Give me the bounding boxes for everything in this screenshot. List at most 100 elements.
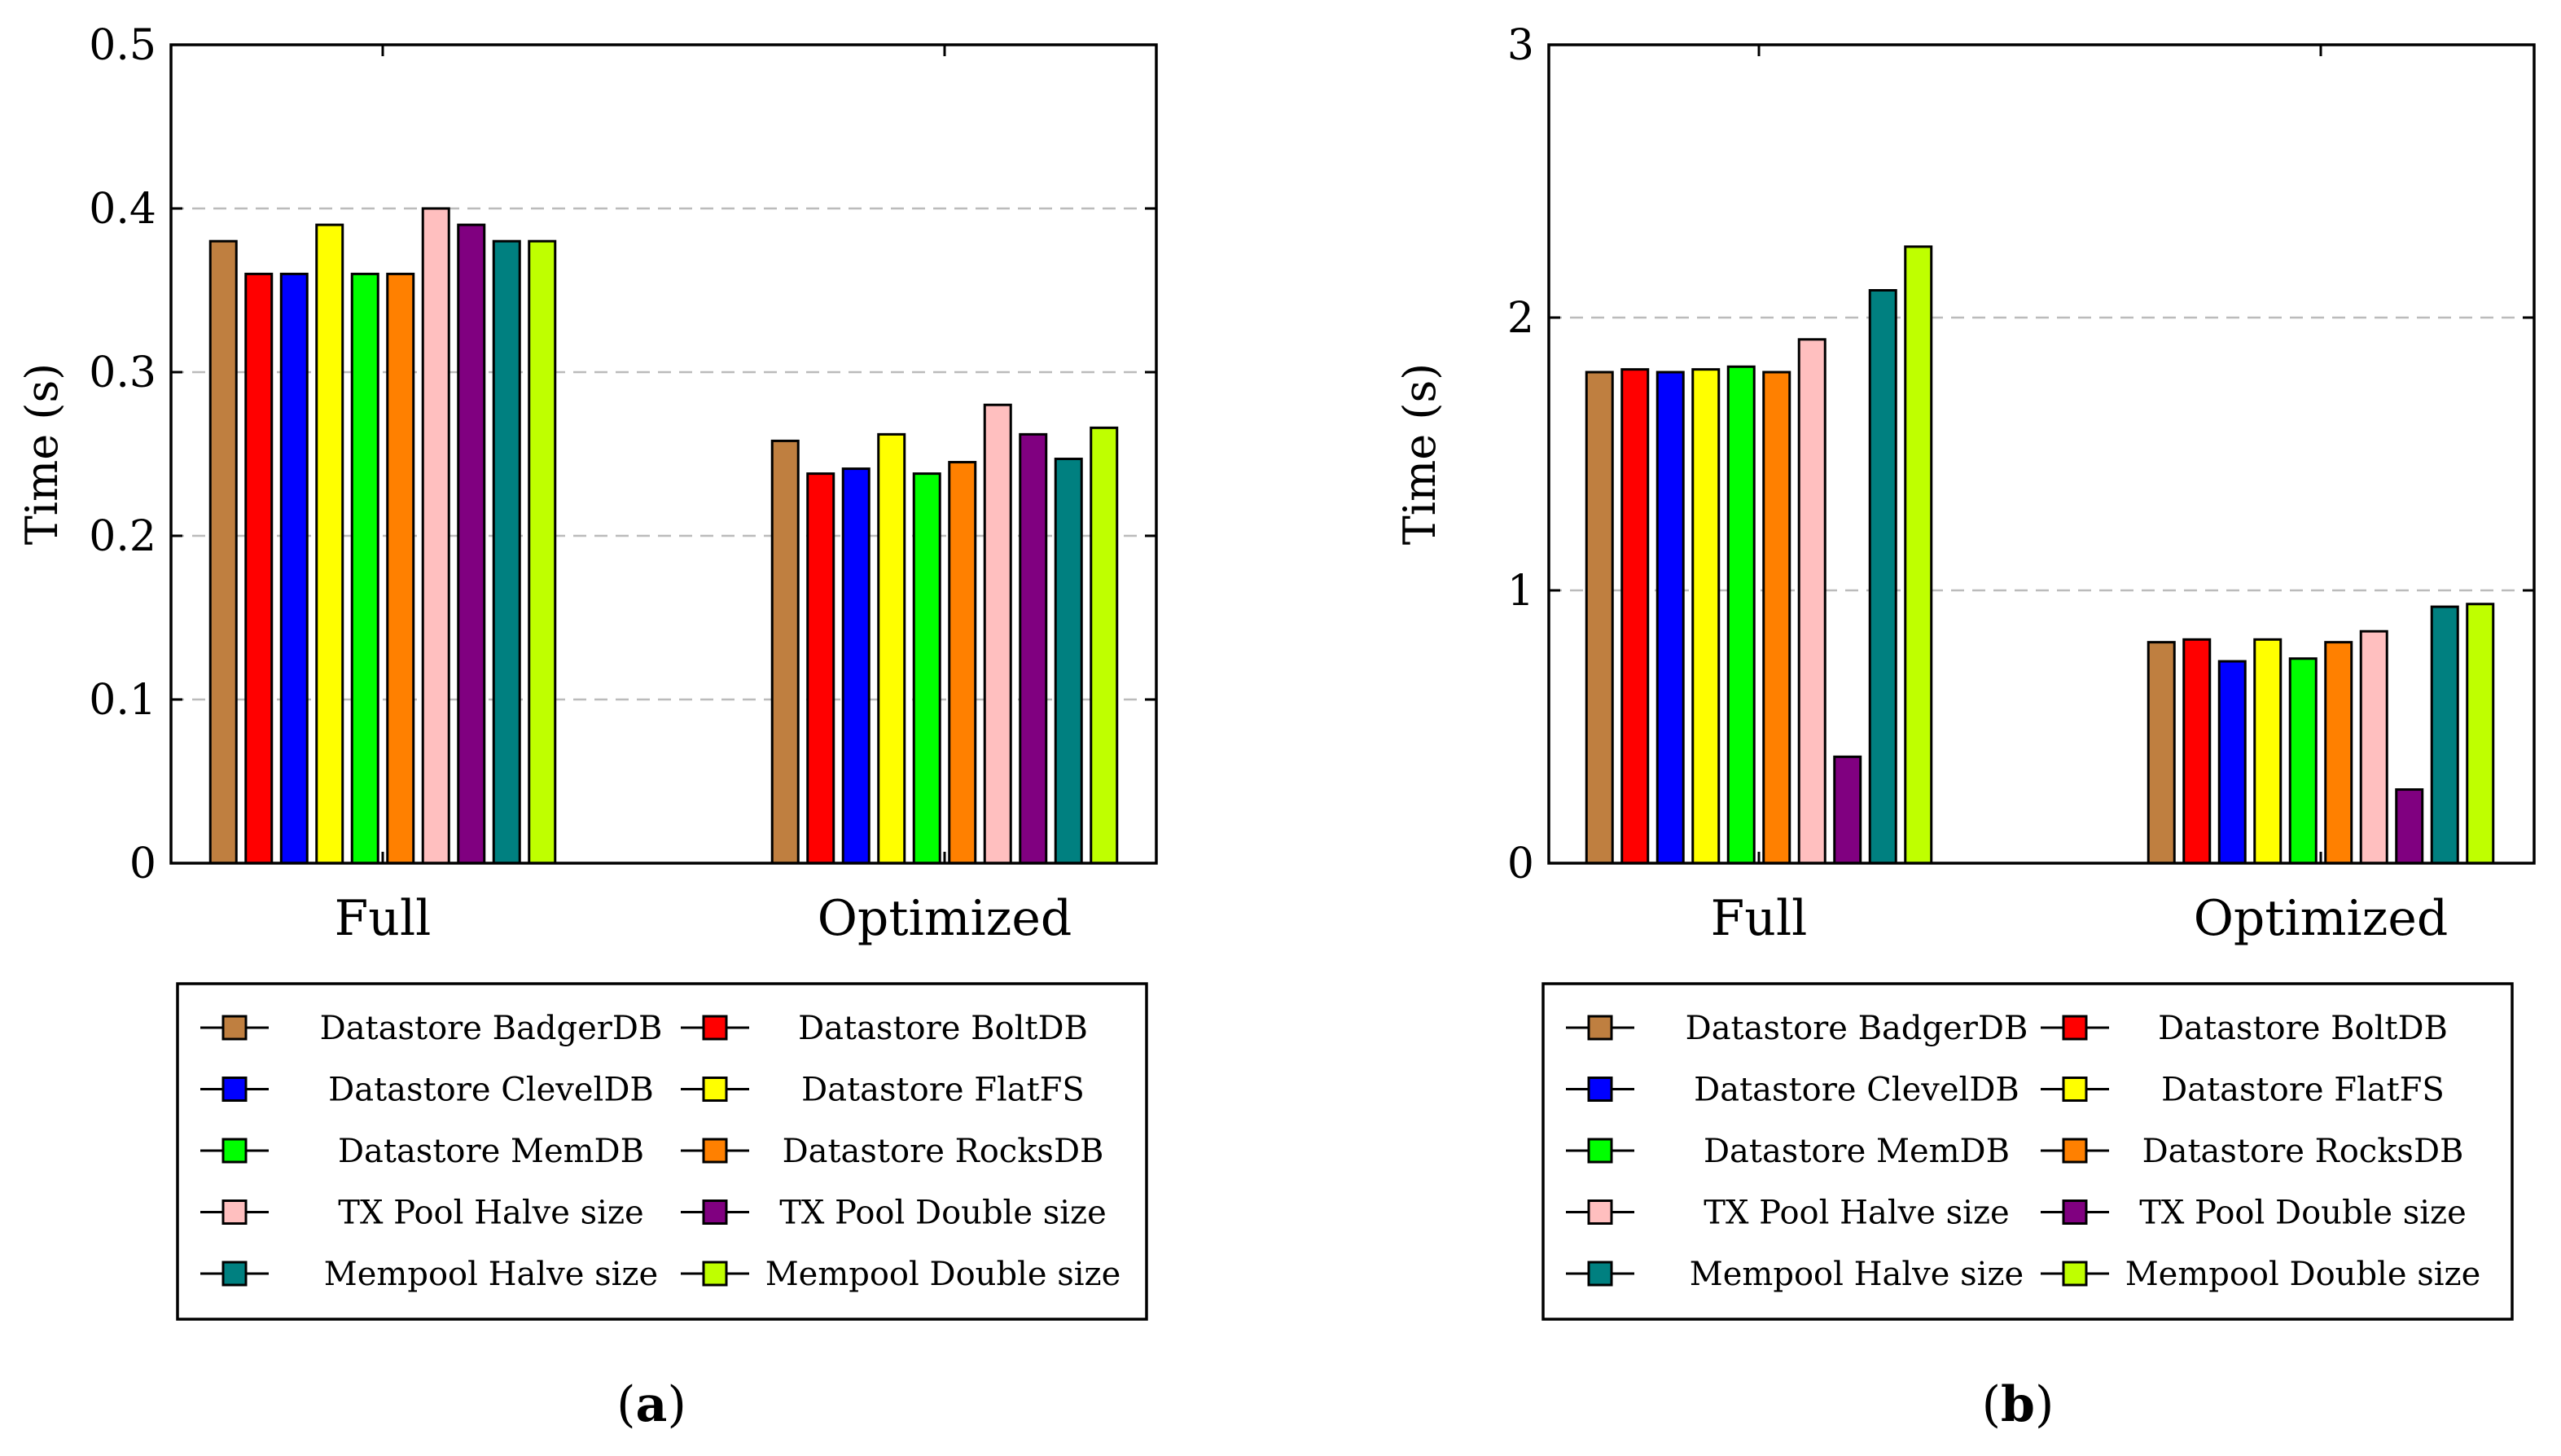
legend-swatch (702, 1138, 728, 1164)
bar-optimized-1 (2147, 641, 2176, 865)
legend-entry-label: Datastore BadgerDB (320, 1010, 663, 1047)
bar-full-7 (421, 207, 450, 865)
panel-label-paren: ( (1982, 1376, 2001, 1433)
y-tick-label: 1 (1507, 567, 1534, 616)
legend-entry-label: Mempool Double size (2125, 1256, 2481, 1293)
legend-entry-label: Datastore BoltDB (2158, 1010, 2448, 1047)
bar-full-1 (208, 239, 238, 865)
chart-panel-a: 0 0.1 0.2 0.3 0.4 0.5 Full Optimized Time (s) Dat… (16, 21, 1158, 1433)
legend-entry-label: TX Pool Halve size (338, 1195, 643, 1232)
legend-entry-label: Datastore BadgerDB (1686, 1010, 2028, 1047)
panel-label: (b) (1982, 1376, 2055, 1433)
x-category-label: Full (1711, 890, 1808, 947)
legend-entry-label: TX Pool Double size (779, 1195, 1107, 1232)
legend-entry-label: Datastore RocksDB (2142, 1133, 2464, 1170)
y-tick-label: 0 (1507, 840, 1534, 888)
panel-label-letter: b (2001, 1376, 2035, 1433)
legend-swatch (221, 1015, 248, 1041)
legend-swatch (1587, 1077, 1613, 1102)
legend-entry-label: Datastore MemDB (1704, 1133, 2010, 1170)
legend: Datastore BadgerDB Datastore BoltDB Datast… (176, 982, 1148, 1321)
legend-entry-label: Mempool Halve size (324, 1256, 658, 1293)
y-tick-label: 3 (1507, 21, 1534, 70)
bar-full-5 (350, 272, 379, 865)
legend: Datastore BadgerDB Datastore BoltDB Datast… (1541, 982, 2514, 1321)
y-axis-title: Time (s) (1394, 363, 1445, 545)
bar-optimized-3 (2217, 660, 2247, 865)
bar-optimized-1 (770, 439, 800, 865)
bar-full-10 (528, 239, 557, 865)
legend-entry-label: Datastore ClevelDB (1694, 1072, 2019, 1109)
legend-swatch (221, 1138, 248, 1164)
legend-entry-label: Mempool Halve size (1690, 1256, 2024, 1293)
legend-swatch (702, 1261, 728, 1287)
y-tick-label: 0.1 (89, 676, 156, 725)
bar-optimized-9 (1054, 458, 1083, 865)
bar-optimized-8 (1019, 432, 1048, 865)
legend-swatch (1587, 1199, 1613, 1225)
bar-full-9 (1868, 289, 1897, 865)
bar-full-3 (279, 272, 309, 865)
y-tick-label: 0.4 (89, 185, 156, 234)
bar-optimized-7 (983, 403, 1012, 865)
x-category-label: Optimized (818, 890, 1072, 947)
legend-entry-label: TX Pool Halve size (1704, 1195, 2009, 1232)
legend-swatch (2062, 1077, 2088, 1102)
panel-label-paren: ) (2035, 1376, 2054, 1433)
bar-full-6 (386, 272, 415, 865)
plot-frame (1547, 43, 2536, 865)
bar-optimized-5 (912, 472, 941, 865)
legend-swatch (2062, 1199, 2088, 1225)
bar-full-8 (457, 223, 486, 865)
bar-full-8 (1833, 755, 1862, 865)
x-category-label: Full (335, 890, 432, 947)
legend-frame (1541, 982, 2514, 1321)
bar-full-2 (244, 272, 274, 865)
legend-entry-label: Mempool Double size (765, 1256, 1121, 1293)
bar-full-1 (1585, 371, 1614, 865)
bar-optimized-10 (1090, 426, 1119, 865)
legend-frame (176, 982, 1148, 1321)
bar-optimized-10 (2466, 603, 2495, 865)
legend-swatch (221, 1261, 248, 1287)
bar-optimized-6 (2324, 641, 2353, 865)
legend-swatch (1587, 1261, 1613, 1287)
legend-entry-label: Datastore FlatFS (2161, 1072, 2445, 1109)
bar-full-4 (315, 223, 344, 865)
legend-entry-label: Datastore ClevelDB (328, 1072, 654, 1109)
legend-swatch (1587, 1015, 1613, 1041)
legend-swatch (221, 1077, 248, 1102)
bar-optimized-3 (841, 467, 870, 865)
legend-swatch (702, 1015, 728, 1041)
y-tick-label: 2 (1507, 294, 1534, 343)
bar-full-10 (1904, 245, 1933, 865)
bar-optimized-8 (2395, 788, 2424, 865)
y-tick-label: 0.3 (89, 349, 156, 397)
legend-swatch (1587, 1138, 1613, 1164)
bar-optimized-4 (2253, 638, 2283, 865)
bar-optimized-2 (806, 472, 835, 865)
bar-optimized-6 (948, 461, 977, 865)
x-category-label: Optimized (2194, 890, 2449, 947)
bar-optimized-2 (2182, 638, 2212, 865)
bar-optimized-5 (2288, 657, 2318, 865)
panel-label-paren: ) (667, 1376, 686, 1433)
bar-full-2 (1620, 368, 1650, 865)
legend-swatch (2062, 1138, 2088, 1164)
panel-label-letter: a (636, 1376, 668, 1433)
legend-swatch (702, 1077, 728, 1102)
legend-entry-label: Datastore FlatFS (801, 1072, 1085, 1109)
plot-frame (169, 43, 1158, 865)
bar-optimized-7 (2359, 629, 2388, 865)
y-tick-label: 0.5 (89, 21, 156, 70)
legend-entry-label: Datastore RocksDB (783, 1133, 1104, 1170)
bar-optimized-9 (2430, 605, 2459, 865)
legend-swatch (702, 1199, 728, 1225)
legend-swatch (2062, 1015, 2088, 1041)
bar-full-6 (1762, 371, 1791, 865)
y-axis-title: Time (s) (16, 363, 68, 545)
legend-entry-label: TX Pool Double size (2139, 1195, 2467, 1232)
bar-optimized-4 (877, 432, 906, 865)
panel-label: (a) (616, 1376, 686, 1433)
